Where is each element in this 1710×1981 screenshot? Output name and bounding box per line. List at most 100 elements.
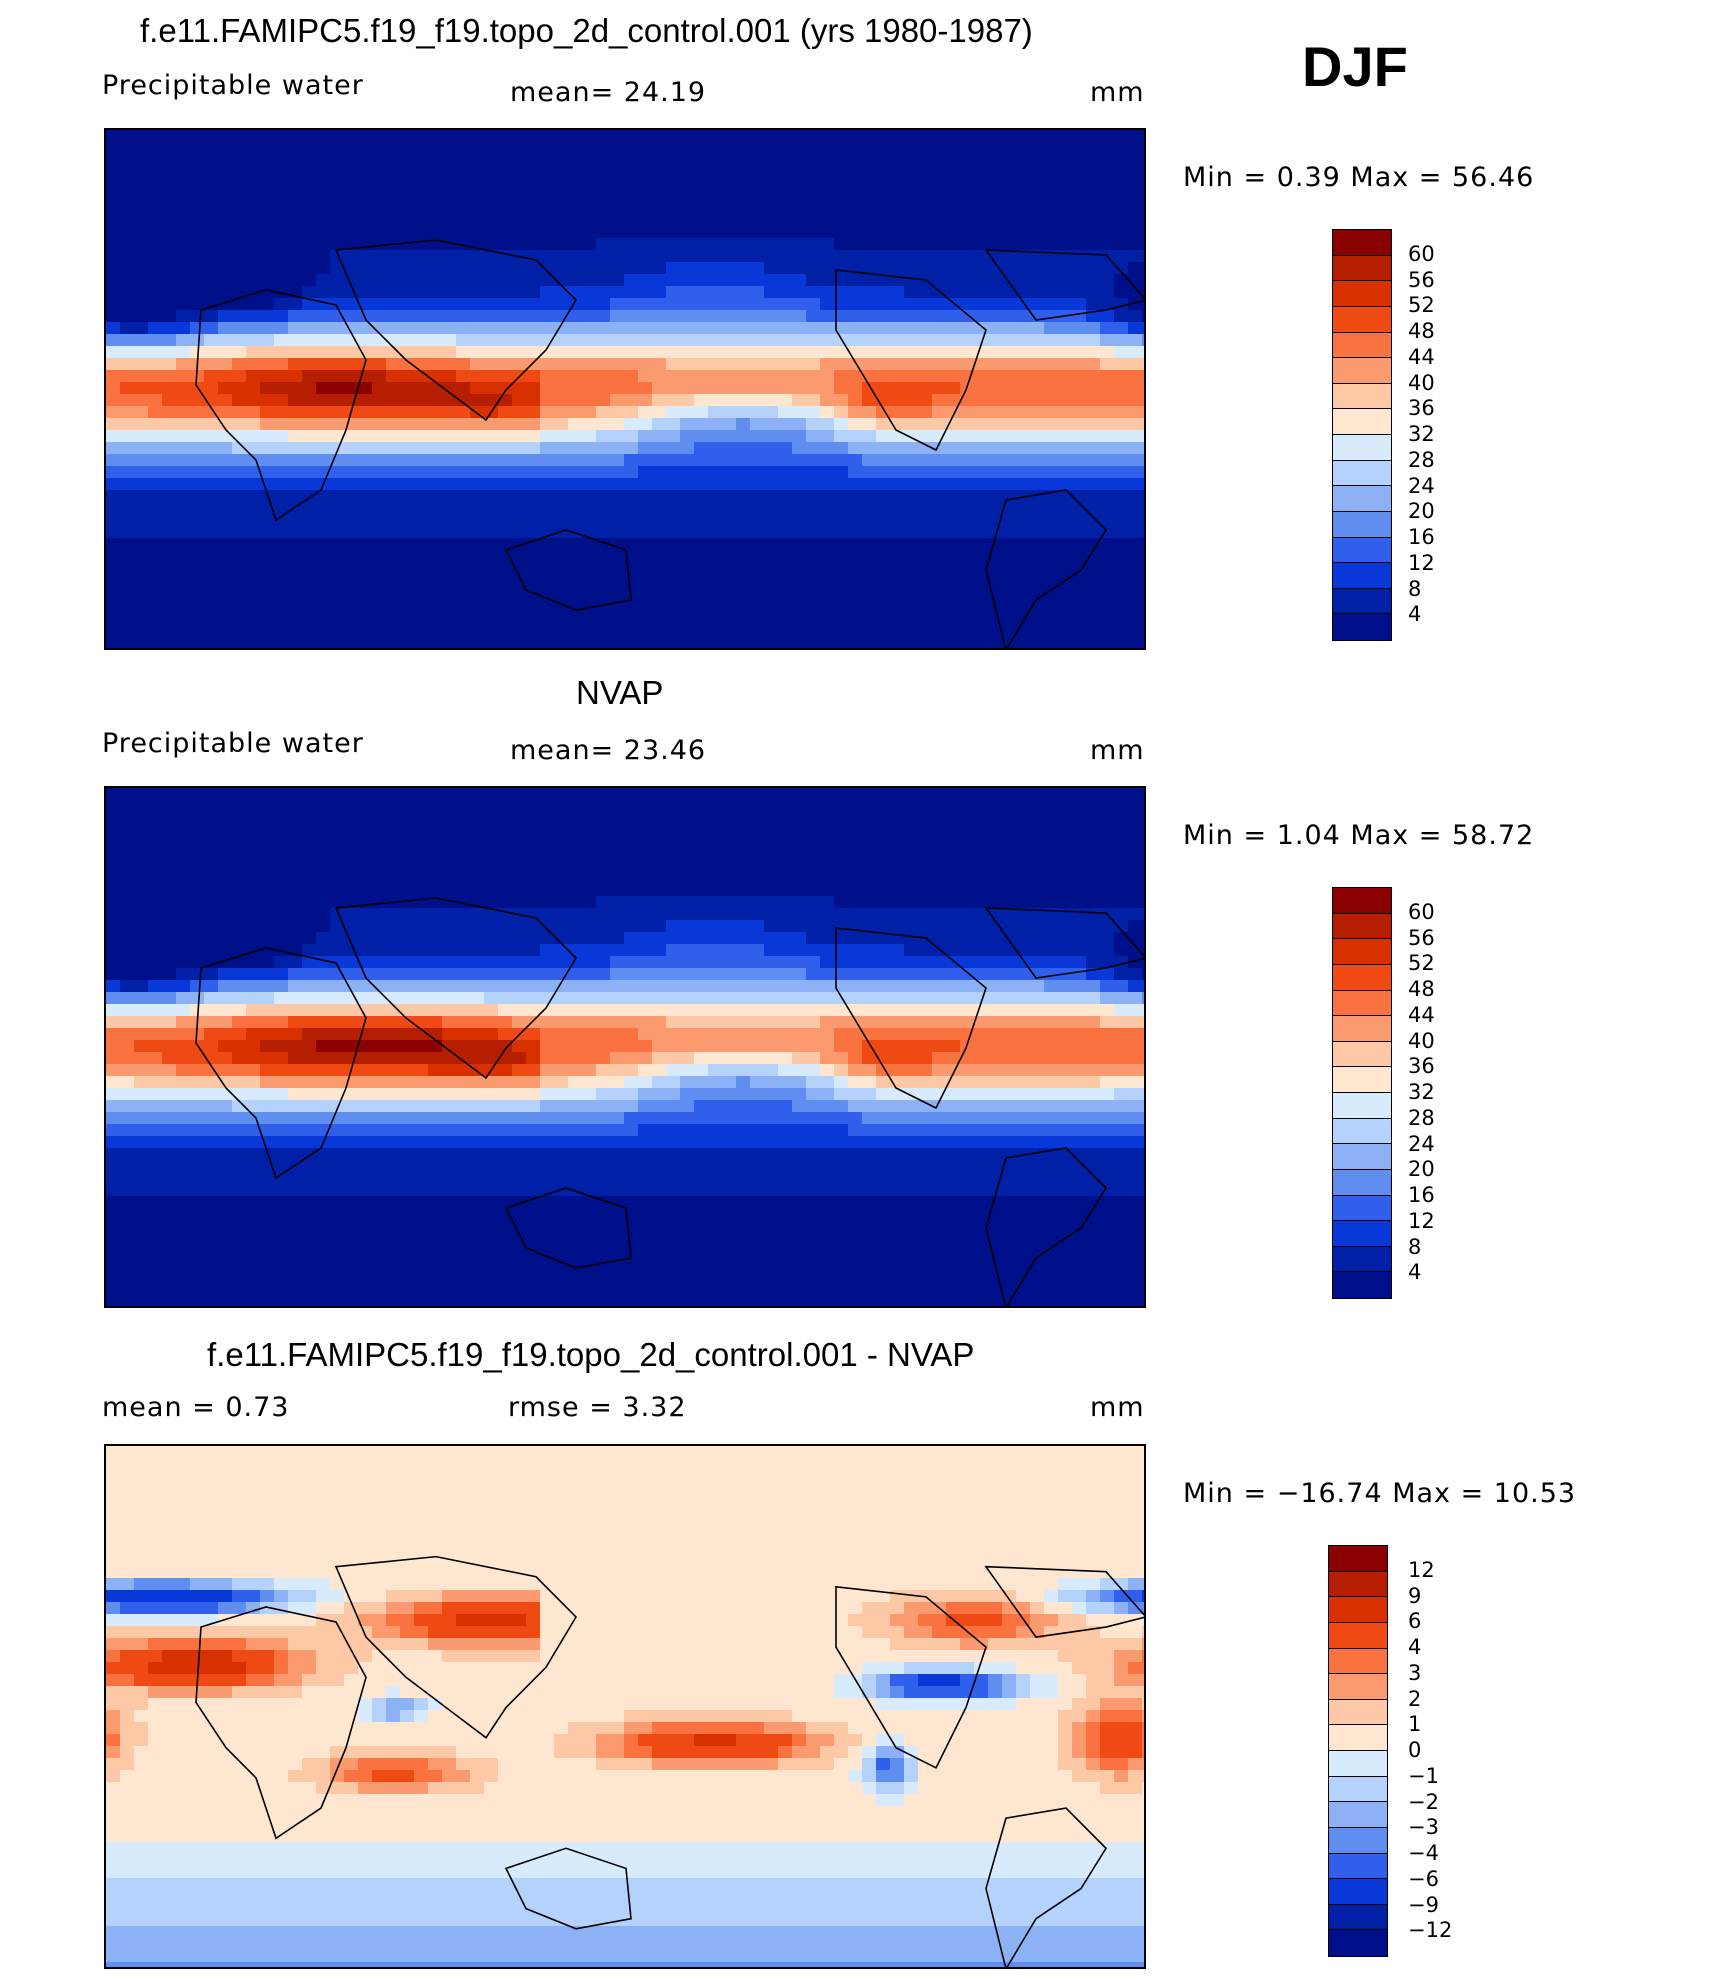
contour-cell bbox=[680, 358, 695, 371]
contour-cell bbox=[414, 872, 429, 885]
contour-cell bbox=[610, 358, 625, 371]
contour-cell bbox=[736, 932, 751, 945]
contour-cell bbox=[1142, 130, 1144, 143]
contour-cell bbox=[176, 274, 191, 287]
contour-cell bbox=[288, 130, 303, 143]
contour-cell bbox=[778, 262, 793, 275]
contour-cell bbox=[120, 920, 135, 933]
contour-cell bbox=[862, 896, 877, 909]
contour-cell bbox=[960, 538, 975, 551]
contour-cell bbox=[834, 646, 849, 648]
contour-cell bbox=[232, 1028, 247, 1041]
contour-cell bbox=[400, 884, 415, 897]
contour-cell bbox=[680, 848, 695, 861]
contour-cell bbox=[792, 598, 807, 611]
contour-cell bbox=[792, 526, 807, 539]
contour-cell bbox=[904, 358, 919, 371]
contour-cell bbox=[190, 166, 205, 179]
contour-cell bbox=[1002, 968, 1017, 981]
contour-cell bbox=[148, 1016, 163, 1029]
contour-cell bbox=[554, 956, 569, 969]
contour-cell bbox=[442, 190, 457, 203]
contour-cell bbox=[876, 896, 891, 909]
contour-cell bbox=[918, 908, 933, 921]
contour-cell bbox=[988, 142, 1003, 155]
contour-cell bbox=[1016, 800, 1031, 813]
contour-cell bbox=[414, 992, 429, 1005]
contour-cell bbox=[918, 980, 933, 993]
contour-cell bbox=[218, 526, 233, 539]
contour-cell bbox=[750, 848, 765, 861]
contour-cell bbox=[638, 598, 653, 611]
contour-cell bbox=[554, 334, 569, 347]
contour-cell bbox=[428, 992, 443, 1005]
contour-cell bbox=[750, 298, 765, 311]
contour-cell bbox=[890, 478, 905, 491]
contour-cell bbox=[106, 800, 121, 813]
contour-cell bbox=[1114, 346, 1129, 359]
contour-cell bbox=[960, 478, 975, 491]
contour-cell bbox=[960, 920, 975, 933]
contour-cell bbox=[498, 896, 513, 909]
contour-cell bbox=[1072, 334, 1087, 347]
contour-cell bbox=[512, 992, 527, 1005]
contour-cell bbox=[428, 812, 443, 825]
contour-cell bbox=[260, 1040, 275, 1053]
contour-cell bbox=[610, 322, 625, 335]
contour-cell bbox=[960, 956, 975, 969]
contour-cell bbox=[1058, 454, 1073, 467]
contour-cell bbox=[694, 586, 709, 599]
contour-cell bbox=[1100, 382, 1115, 395]
contour-cell bbox=[1002, 154, 1017, 167]
panel2-variable-label: Precipitable water bbox=[102, 728, 364, 759]
contour-cell bbox=[106, 142, 121, 155]
contour-cell bbox=[456, 346, 471, 359]
contour-cell bbox=[694, 824, 709, 837]
contour-cell bbox=[148, 788, 163, 801]
contour-cell bbox=[414, 920, 429, 933]
contour-cell bbox=[526, 250, 541, 263]
contour-cell bbox=[260, 286, 275, 299]
contour-cell bbox=[344, 1028, 359, 1041]
contour-cell bbox=[1114, 932, 1129, 945]
contour-cell bbox=[1128, 1016, 1143, 1029]
contour-cell bbox=[414, 788, 429, 801]
contour-cell bbox=[666, 586, 681, 599]
contour-cell bbox=[218, 788, 233, 801]
contour-cell bbox=[568, 610, 583, 623]
contour-cell bbox=[1058, 226, 1073, 239]
contour-cell bbox=[596, 250, 611, 263]
contour-cell bbox=[582, 322, 597, 335]
contour-cell bbox=[946, 896, 961, 909]
contour-cell bbox=[302, 538, 317, 551]
contour-cell bbox=[624, 514, 639, 527]
contour-cell bbox=[232, 262, 247, 275]
contour-cell bbox=[232, 622, 247, 635]
contour-cell bbox=[988, 226, 1003, 239]
contour-cell bbox=[988, 932, 1003, 945]
contour-cell bbox=[666, 274, 681, 287]
colorbar-tick-label: 16 bbox=[1408, 525, 1435, 549]
contour-cell bbox=[722, 848, 737, 861]
contour-cell bbox=[176, 358, 191, 371]
contour-cell bbox=[456, 992, 471, 1005]
contour-cell bbox=[302, 1040, 317, 1053]
contour-cell bbox=[246, 262, 261, 275]
contour-cell bbox=[540, 824, 555, 837]
contour-cell bbox=[708, 920, 723, 933]
contour-cell bbox=[526, 418, 541, 431]
contour-cell bbox=[176, 394, 191, 407]
contour-cell bbox=[834, 154, 849, 167]
contour-cell bbox=[484, 190, 499, 203]
contour-cell bbox=[428, 824, 443, 837]
contour-cell bbox=[904, 598, 919, 611]
contour-cell bbox=[1044, 370, 1059, 383]
contour-cell bbox=[260, 1028, 275, 1041]
contour-cell bbox=[876, 610, 891, 623]
contour-cell bbox=[708, 646, 723, 648]
contour-cell bbox=[848, 274, 863, 287]
contour-cell bbox=[736, 872, 751, 885]
contour-cell bbox=[498, 466, 513, 479]
contour-cell bbox=[624, 1028, 639, 1041]
contour-cell bbox=[918, 130, 933, 143]
